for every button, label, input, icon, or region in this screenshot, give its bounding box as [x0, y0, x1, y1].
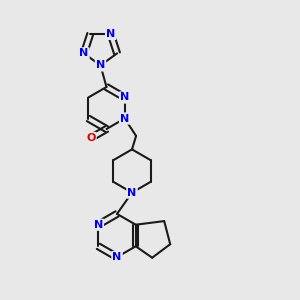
Text: N: N	[128, 188, 136, 198]
Text: O: O	[86, 133, 96, 143]
Text: N: N	[79, 48, 88, 59]
Text: N: N	[120, 113, 129, 124]
Text: N: N	[112, 252, 122, 262]
Text: N: N	[96, 60, 105, 70]
Text: N: N	[106, 29, 116, 39]
Text: N: N	[120, 92, 129, 103]
Text: N: N	[94, 220, 103, 230]
